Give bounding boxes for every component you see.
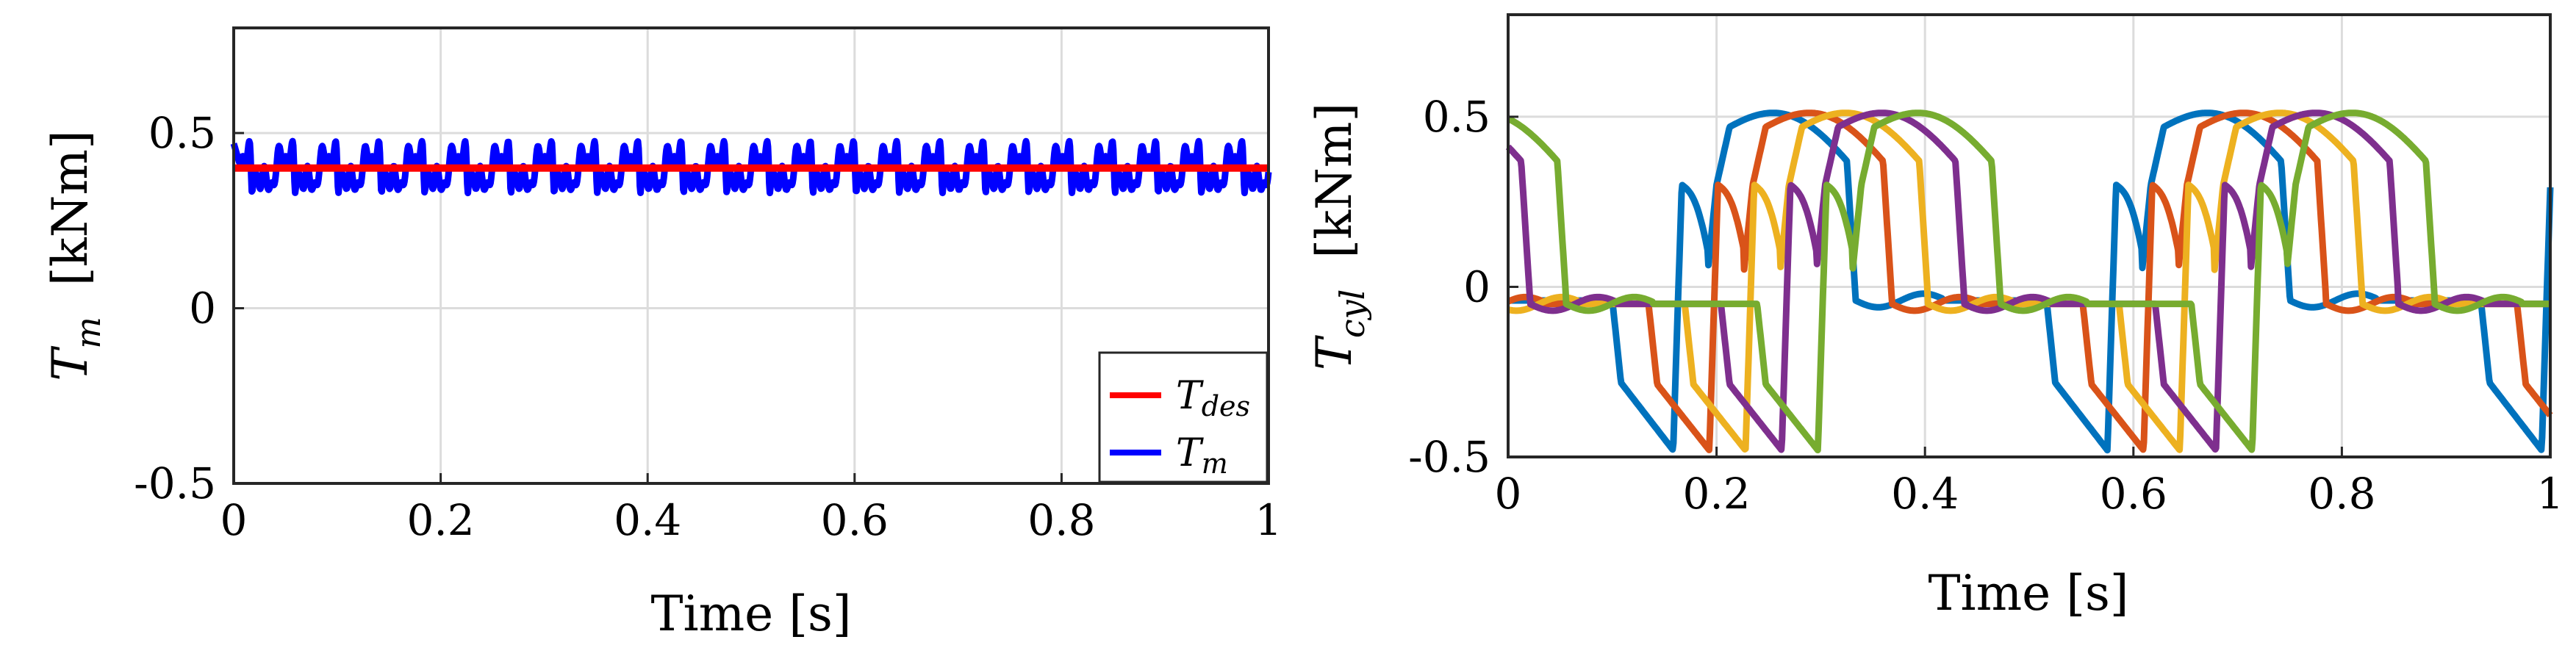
right-x-axis-label: Time [s] [1928, 565, 2128, 622]
x-tick-label: 0.4 [1891, 469, 1959, 519]
legend-label-t-m: Tm [1176, 431, 1228, 480]
y-tick-label: -0.5 [134, 458, 216, 508]
left-plot-area [234, 28, 1269, 483]
x-tick-label: 0.8 [1027, 495, 1095, 545]
x-tick-label: 0.4 [614, 495, 681, 545]
left-ylabel-subscript: m [68, 317, 108, 349]
right-ylabel-subscript: cyl [1332, 289, 1372, 338]
y-tick-label: -0.5 [1408, 432, 1490, 482]
x-tick-label: 1 [1255, 495, 1282, 545]
left-series-group [230, 137, 1272, 197]
x-tick-label: 0 [1495, 469, 1522, 519]
left-x-tick-labels: 0 0.2 0.4 0.6 0.8 1 [220, 495, 1282, 545]
left-ylabel-symbol: T [42, 345, 98, 381]
y-tick-label: 0 [189, 284, 216, 334]
left-ylabel-unit: [kNm] [42, 130, 98, 286]
left-axes-frame [232, 26, 1270, 485]
legend-label-t-des: Tdes [1176, 374, 1250, 422]
left-x-axis-label: Time [s] [650, 586, 851, 642]
right-series-group [1505, 13, 2554, 458]
right-y-tick-labels: -0.5 0 0.5 [1408, 92, 1490, 482]
x-tick-label: 0.2 [406, 495, 474, 545]
x-tick-label: 0.8 [2308, 469, 2375, 519]
y-tick-label: 0.5 [148, 108, 216, 158]
x-tick-label: 0.2 [1682, 469, 1750, 519]
right-ticks [1507, 115, 2552, 458]
right-y-axis-label: Tcyl [kNm] [1306, 103, 1372, 370]
right-x-tick-labels: 0 0.2 0.4 0.6 0.8 1 [1495, 469, 2564, 519]
series-cylinder-5-line [1505, 109, 2553, 454]
legend-box [1098, 351, 1269, 483]
y-tick-label: 0.5 [1423, 92, 1490, 142]
right-chart-panel: 0 0.2 0.4 0.6 0.8 1 -0.500.5 Time [s] Tcyl [k… [1306, 13, 2564, 622]
left-legend: Tdes Tm [1098, 351, 1269, 483]
left-chart-panel: 0 0.2 0.4 0.6 0.8 1 -0.500.5 Time [s] Tm [kNm… [42, 26, 1282, 642]
x-tick-label: 1 [2537, 469, 2564, 519]
left-ticks [232, 132, 1270, 485]
x-tick-label: 0.6 [2100, 469, 2167, 519]
left-y-axis-label: Tm [kNm] [42, 130, 108, 381]
x-tick-label: 0 [220, 495, 248, 545]
right-ylabel-symbol: T [1306, 334, 1363, 370]
svg-text:Tm [kNm]: Tm [kNm] [42, 130, 108, 381]
svg-text:Tcyl [kNm]: Tcyl [kNm] [1306, 103, 1372, 370]
y-tick-label: 0 [1463, 262, 1490, 312]
left-y-tick-labels: -0.5 0 0.5 [134, 108, 216, 508]
right-ylabel-unit: [kNm] [1306, 103, 1363, 259]
right-axes-frame [1507, 13, 2552, 458]
x-tick-label: 0.6 [821, 495, 889, 545]
